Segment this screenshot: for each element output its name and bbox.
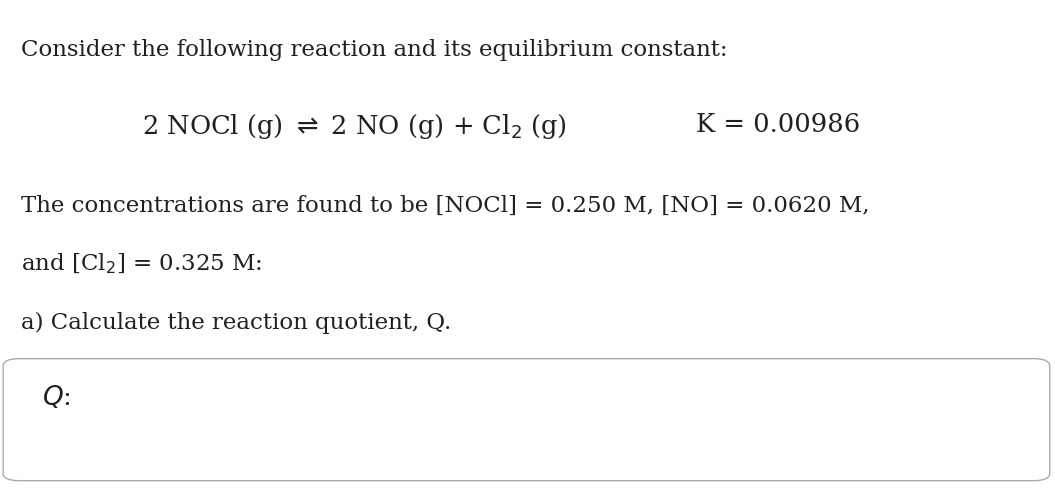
FancyBboxPatch shape bbox=[3, 359, 1050, 481]
Text: Consider the following reaction and its equilibrium constant:: Consider the following reaction and its … bbox=[21, 39, 728, 61]
Text: K = 0.00986: K = 0.00986 bbox=[696, 112, 861, 137]
Text: a) Calculate the reaction quotient, Q.: a) Calculate the reaction quotient, Q. bbox=[21, 312, 452, 334]
Text: $Q$:: $Q$: bbox=[42, 383, 71, 410]
Text: The concentrations are found to be [NOCl] = 0.250 M, [NO] = 0.0620 M,: The concentrations are found to be [NOCl… bbox=[21, 195, 869, 217]
Text: and [Cl$_2$] = 0.325 M:: and [Cl$_2$] = 0.325 M: bbox=[21, 251, 263, 276]
Text: 2 NOCl (g) $\rightleftharpoons$ 2 NO (g) + Cl$_2$ (g): 2 NOCl (g) $\rightleftharpoons$ 2 NO (g)… bbox=[142, 112, 568, 141]
